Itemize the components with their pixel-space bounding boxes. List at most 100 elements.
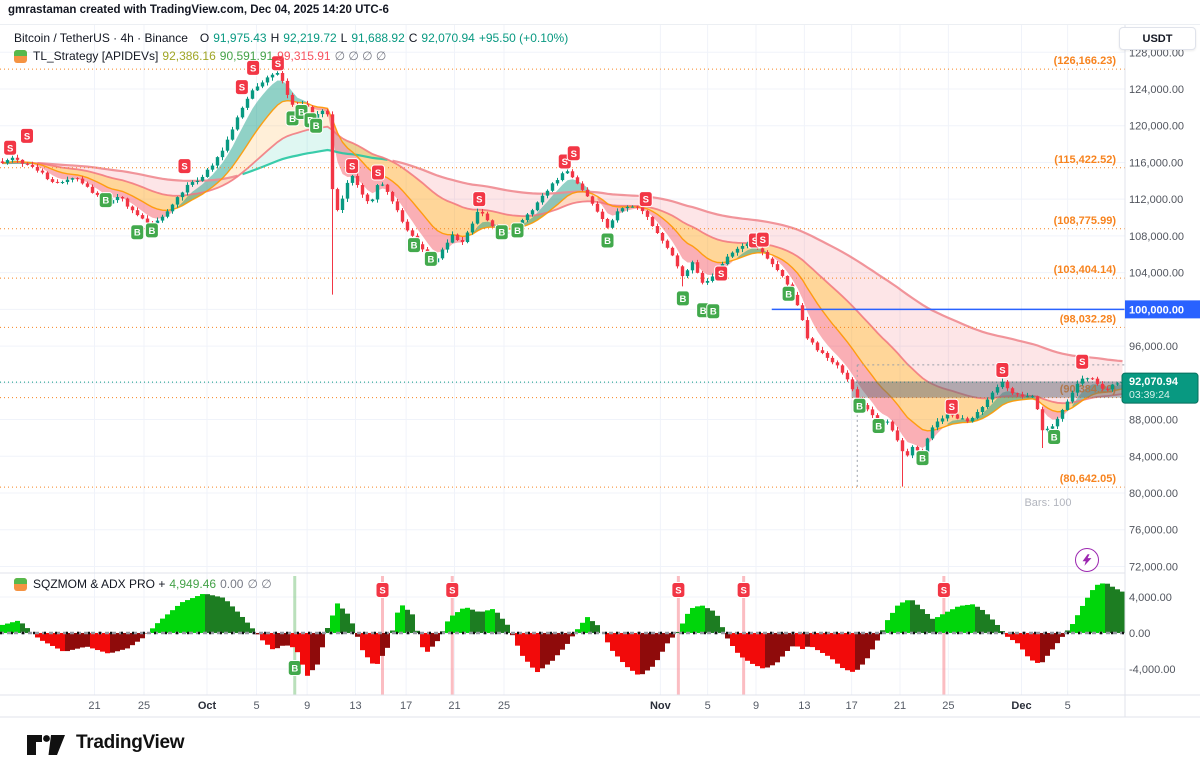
svg-text:72,000.00: 72,000.00 [1129,561,1178,573]
svg-text:13: 13 [798,700,810,712]
svg-text:5: 5 [705,700,711,712]
strategy-icon [14,49,27,63]
svg-text:S: S [675,586,681,597]
svg-text:-4,000.00: -4,000.00 [1129,664,1175,676]
low-label: L [340,31,348,45]
svg-text:B: B [679,294,686,305]
svg-text:S: S [941,586,947,597]
svg-text:S: S [718,269,724,280]
strategy-name[interactable]: TL_Strategy [APIDEVs] [33,49,159,63]
svg-text:B: B [1051,432,1058,443]
change-value: +95.50 (+0.10%) [478,31,569,45]
svg-text:120,000.00: 120,000.00 [1129,121,1184,133]
svg-text:25: 25 [942,700,954,712]
open-label: O [199,31,210,45]
svg-text:(98,032.28): (98,032.28) [1060,313,1117,325]
svg-text:Dec: Dec [1011,700,1031,712]
svg-text:Bars: 100: Bars: 100 [1024,497,1071,509]
dotted-range-box[interactable] [856,364,1125,488]
svg-text:92,070.94: 92,070.94 [1129,376,1179,388]
svg-text:B: B [298,107,305,118]
svg-text:25: 25 [138,700,150,712]
symbol-legend-row[interactable]: Bitcoin / TetherUS · 4h · Binance O 91,97… [14,29,568,47]
close-label: C [408,31,418,45]
svg-text:S: S [752,236,758,247]
svg-text:76,000.00: 76,000.00 [1129,525,1178,537]
svg-text:B: B [785,289,792,300]
chart-legend: Bitcoin / TetherUS · 4h · Binance O 91,97… [14,29,568,65]
svg-text:S: S [643,195,649,206]
svg-text:B: B [919,454,926,465]
svg-text:03:39:24: 03:39:24 [1129,389,1170,401]
strategy-value-1: 92,386.16 [162,49,216,63]
svg-text:S: S [562,157,568,168]
svg-text:116,000.00: 116,000.00 [1129,157,1183,169]
time-scale[interactable]: 21 25 Oct 5 9 13 17 21 25 Nov 5 9 13 17 21 25 Dec 5 [0,694,1200,718]
oscillator-legend-row[interactable]: SQZMOM & ADX PRO + 4,949.46 0.00 ∅ ∅ [14,577,272,591]
svg-text:S: S [239,83,245,94]
strategy-toggle-icons[interactable]: ∅ ∅ ∅ ∅ [334,49,387,63]
symbol-title[interactable]: Bitcoin / TetherUS · 4h · Binance [14,31,188,45]
svg-text:100,000.00: 100,000.00 [1129,304,1184,316]
candles [0,69,1125,487]
svg-text:(126,166.23): (126,166.23) [1054,55,1117,67]
gridlines [0,24,1125,695]
lightning-quick-action-button[interactable] [1075,548,1099,572]
svg-text:S: S [760,235,766,246]
svg-text:S: S [275,59,281,70]
bars-count-label: Bars: 100 [1024,497,1071,509]
strategy-value-3: 99,315.91 [277,49,331,63]
oscillator-histogram [0,583,1125,676]
oscillator-name[interactable]: SQZMOM & ADX PRO + [33,577,166,591]
gray-zone-band[interactable] [851,381,1125,398]
export-credit: gmrastaman created with TradingView.com,… [8,4,389,16]
price-levels: (126,166.23) (115,422.52) (108,775.99) (103… [0,55,1125,488]
svg-text:(103,404.14): (103,404.14) [1054,264,1117,276]
svg-text:S: S [250,63,256,74]
strategy-legend-row[interactable]: TL_Strategy [APIDEVs] 92,386.16 90,591.9… [14,47,568,65]
svg-text:21: 21 [894,700,906,712]
oscillator-toggle-icons[interactable]: ∅ ∅ [247,577,272,591]
svg-text:B: B [875,421,882,432]
svg-text:B: B [289,114,296,125]
svg-text:4,000.00: 4,000.00 [1129,592,1172,604]
svg-text:Oct: Oct [198,700,217,712]
svg-text:80,000.00: 80,000.00 [1129,488,1178,500]
svg-text:S: S [476,195,482,206]
tradingview-logo-icon [27,735,65,755]
tradingview-logo[interactable]: TradingView [26,729,185,757]
svg-text:S: S [999,365,1005,376]
svg-text:21: 21 [88,700,100,712]
price-scale[interactable]: 128,000.00 124,000.00 120,000.00 116,000.00… [1124,24,1200,717]
svg-text:S: S [449,586,455,597]
svg-text:B: B [313,121,320,132]
svg-text:9: 9 [304,700,310,712]
svg-text:108,000.00: 108,000.00 [1129,231,1184,243]
svg-text:(108,775.99): (108,775.99) [1054,215,1117,227]
svg-text:S: S [7,143,13,154]
svg-text:S: S [571,149,577,160]
svg-text:128,000.00: 128,000.00 [1129,47,1184,59]
currency-toggle-button[interactable]: USDT [1119,27,1196,50]
svg-text:S: S [375,168,381,179]
svg-text:21: 21 [448,700,460,712]
svg-text:B: B [604,236,611,247]
lightning-icon [1082,554,1092,566]
svg-text:112,000.00: 112,000.00 [1129,194,1183,206]
svg-text:B: B [134,228,141,239]
svg-text:9: 9 [753,700,759,712]
oscillator-value-2: 0.00 [220,577,244,591]
svg-text:B: B [856,401,863,412]
svg-text:Nov: Nov [650,700,672,712]
svg-text:S: S [740,586,746,597]
svg-text:104,000.00: 104,000.00 [1129,268,1184,280]
svg-text:S: S [24,131,30,142]
oscillator-value-1: 4,949.46 [169,577,217,591]
svg-text:S: S [379,586,385,597]
high-value: 92,219.72 [283,31,337,45]
svg-text:17: 17 [400,700,412,712]
svg-text:B: B [514,226,521,237]
